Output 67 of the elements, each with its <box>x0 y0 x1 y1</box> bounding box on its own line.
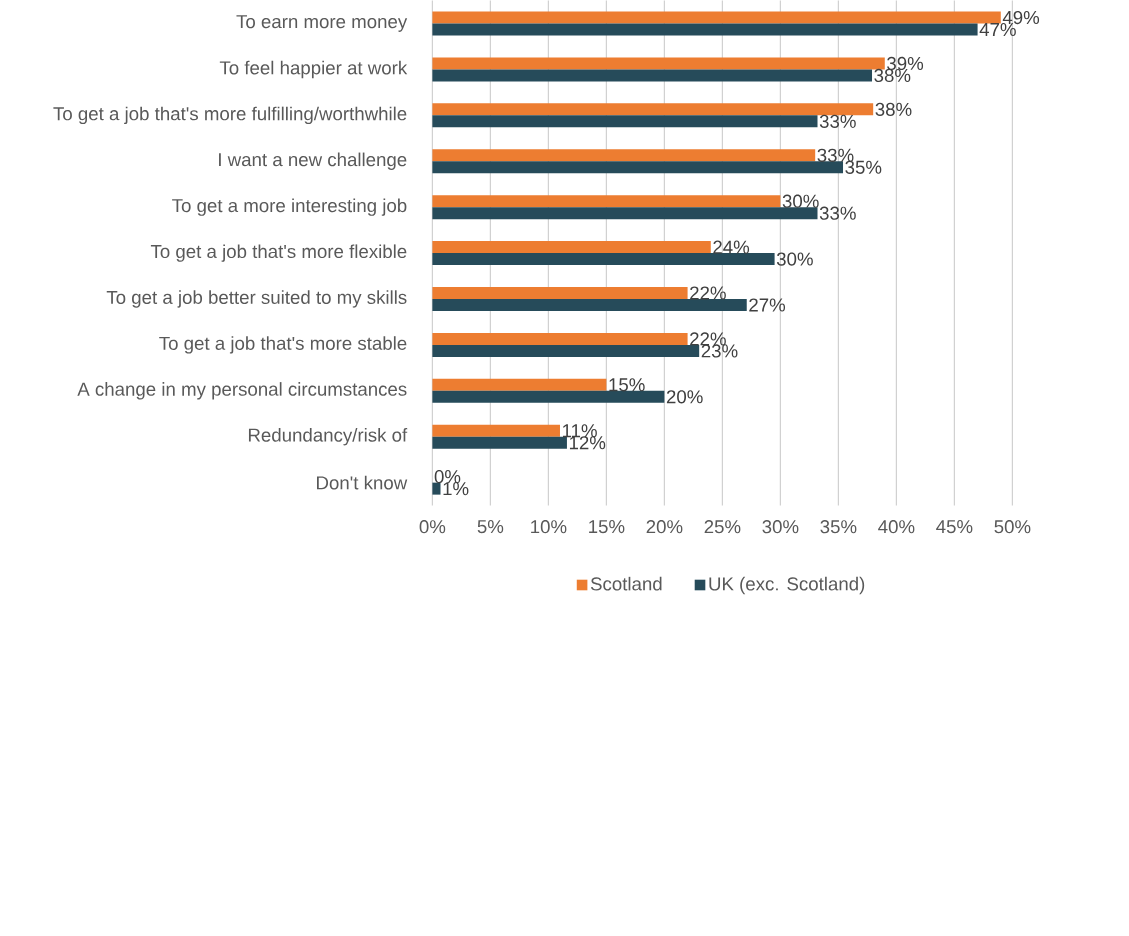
bar <box>432 436 567 449</box>
data-label: 23% <box>701 344 738 358</box>
data-label: 11% <box>563 424 597 438</box>
bar <box>432 344 700 357</box>
bar <box>432 482 441 495</box>
bar <box>432 390 665 403</box>
data-label: 22% <box>690 286 726 300</box>
data-label: 0% <box>434 470 461 484</box>
bar <box>432 149 816 162</box>
data-label: 22% <box>690 332 726 346</box>
data-label: 30% <box>776 252 813 266</box>
data-label: 38% <box>874 68 911 83</box>
y-tick-label: Don't know <box>317 475 408 490</box>
legend-label: UK (exc. Scotland) <box>709 576 865 595</box>
bar <box>432 23 978 36</box>
y-tick-label: Redundancy/risk of <box>248 428 408 446</box>
data-label: 38% <box>875 102 912 116</box>
x-tick-label: 20% <box>646 520 683 534</box>
data-label: 33% <box>817 148 854 162</box>
y-tick-label: A change in my personal circumstances <box>77 382 407 400</box>
x-tick-label: 35% <box>820 520 857 534</box>
bar <box>432 69 873 82</box>
data-label: 1% <box>443 482 469 496</box>
bar <box>432 103 874 116</box>
x-tick-label: 40% <box>878 520 915 534</box>
data-label: 12% <box>569 436 606 450</box>
bar <box>432 161 844 174</box>
x-tick-label: 10% <box>531 520 567 534</box>
x-tick-label: 5% <box>477 520 504 534</box>
data-label: 27% <box>749 298 786 312</box>
x-tick-label: 15% <box>589 520 625 534</box>
bar <box>432 115 818 128</box>
data-label: 24% <box>713 240 750 254</box>
y-tick-label: To earn more money <box>236 15 408 32</box>
bar <box>432 241 711 254</box>
data-label: 35% <box>845 160 882 174</box>
bar <box>432 195 781 208</box>
y-tick-label: To get a job better suited to my skills <box>106 290 407 308</box>
x-tick-label: 25% <box>704 520 741 534</box>
x-tick-label: 0% <box>419 520 446 534</box>
y-tick-label: I want a new challenge <box>219 152 407 170</box>
bar <box>432 11 1001 24</box>
data-label: 33% <box>819 114 856 128</box>
y-tick-label: To get a job that's more flexible <box>150 244 407 262</box>
y-tick-label: To get a more interesting job <box>172 198 407 216</box>
data-label: 15% <box>609 378 645 392</box>
data-label: 30% <box>782 194 819 208</box>
x-tick-label: 30% <box>762 520 799 534</box>
y-tick-label: To get a job that's more stable <box>159 336 407 354</box>
bar <box>432 253 775 266</box>
y-tick-label: To get a job that's more fulfilling/worthwhile <box>53 106 407 125</box>
x-tick-label: 45% <box>936 520 973 534</box>
data-label: 49% <box>1002 10 1040 25</box>
bar <box>432 378 607 391</box>
data-label: 39% <box>887 56 924 71</box>
bar <box>432 332 688 345</box>
x-tick-label: 50% <box>994 520 1031 534</box>
bar <box>432 298 747 311</box>
data-label: 47% <box>979 22 1016 37</box>
y-tick-label: To feel happier at work <box>219 60 408 79</box>
legend-label: Scotland <box>590 576 662 591</box>
data-label: 33% <box>819 206 856 220</box>
data-label: 20% <box>666 390 703 404</box>
bar <box>432 207 818 220</box>
bar <box>432 286 688 299</box>
bar <box>432 57 885 70</box>
bar <box>432 424 560 437</box>
